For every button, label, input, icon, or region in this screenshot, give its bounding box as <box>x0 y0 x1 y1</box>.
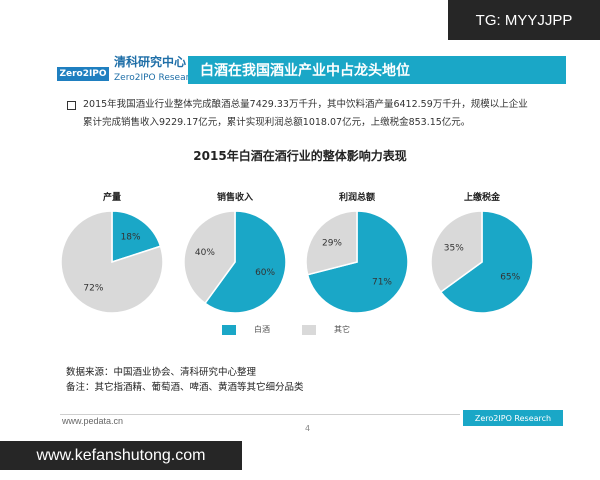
data-source: 数据来源：中国酒业协会、清科研究中心整理 <box>66 367 257 378</box>
pie-title-1: 销售收入 <box>217 191 253 203</box>
chart-title: 2015年白酒在酒行业的整体影响力表现 <box>193 149 407 163</box>
intro-text: 2015年我国酒业行业整体完成酿酒总量7429.33万千升，其中饮料酒产量641… <box>83 96 573 132</box>
pie-label-2-baijiu: 71% <box>372 277 392 287</box>
pie-label-3-other: 35% <box>444 244 464 254</box>
legend-swatch-other <box>302 324 316 335</box>
footer-divider <box>60 414 460 415</box>
logo-box: Zero2IPO <box>57 67 109 81</box>
logo: Zero2IPO 清科研究中心 Zero2IPO Research <box>57 51 200 91</box>
pie-label-3-baijiu: 65% <box>500 272 520 282</box>
page-number: 4 <box>305 424 311 433</box>
notes: 数据来源：中国酒业协会、清科研究中心整理 备注：其它指酒精、葡萄酒、啤酒、黄酒等… <box>66 365 304 395</box>
footer-brand: Zero2IPO Research <box>463 410 563 426</box>
pie-label-0-baijiu: 18% <box>121 232 141 242</box>
logo-en: Zero2IPO Research <box>114 73 200 83</box>
legend: 白酒 其它 <box>0 324 600 340</box>
legend-label-other: 其它 <box>334 325 350 334</box>
pie-slice-2-baijiu <box>306 210 409 314</box>
watermark-top: TG: MYYJJPP <box>448 0 600 40</box>
watermark-bottom: www.kefanshutong.com <box>0 441 242 470</box>
intro-line-2: 累计完成销售收入9229.17亿元，累计实现利润总额1018.07亿元，上缴税金… <box>83 117 471 128</box>
pie-slice-1-other <box>183 210 236 305</box>
pie-label-1-baijiu: 60% <box>255 268 275 278</box>
pie-title-0: 产量 <box>103 191 121 203</box>
pie-slice-0-other <box>60 210 164 314</box>
pie-label-1-other: 40% <box>195 248 215 258</box>
pie-title-3: 上缴税金 <box>464 191 501 203</box>
pie-title-2: 利润总额 <box>338 191 375 203</box>
header-bar: 白酒在我国酒业产业中占龙头地位 <box>188 56 566 84</box>
pie-slice-0-baijiu <box>111 210 162 264</box>
intro-line-1: 2015年我国酒业行业整体完成酿酒总量7429.33万千升，其中饮料酒产量641… <box>83 99 528 110</box>
bullet-icon <box>67 101 76 110</box>
pie-slice-3-other <box>430 210 483 294</box>
pie-label-0-other: 72% <box>83 284 103 294</box>
pie-slice-1-baijiu <box>203 210 287 314</box>
pie-slice-2-other <box>305 210 358 276</box>
footer-url: www.pedata.cn <box>62 416 124 426</box>
pie-label-2-other: 29% <box>322 239 342 249</box>
legend-item-other: 其它 <box>302 324 350 335</box>
pie-slice-3-baijiu <box>439 210 534 314</box>
legend-swatch-baijiu <box>222 324 236 335</box>
logo-cn: 清科研究中心 <box>114 55 187 69</box>
legend-label-baijiu: 白酒 <box>254 325 270 334</box>
remark: 备注：其它指酒精、葡萄酒、啤酒、黄酒等其它细分品类 <box>66 382 304 393</box>
legend-item-baijiu: 白酒 <box>222 324 270 335</box>
